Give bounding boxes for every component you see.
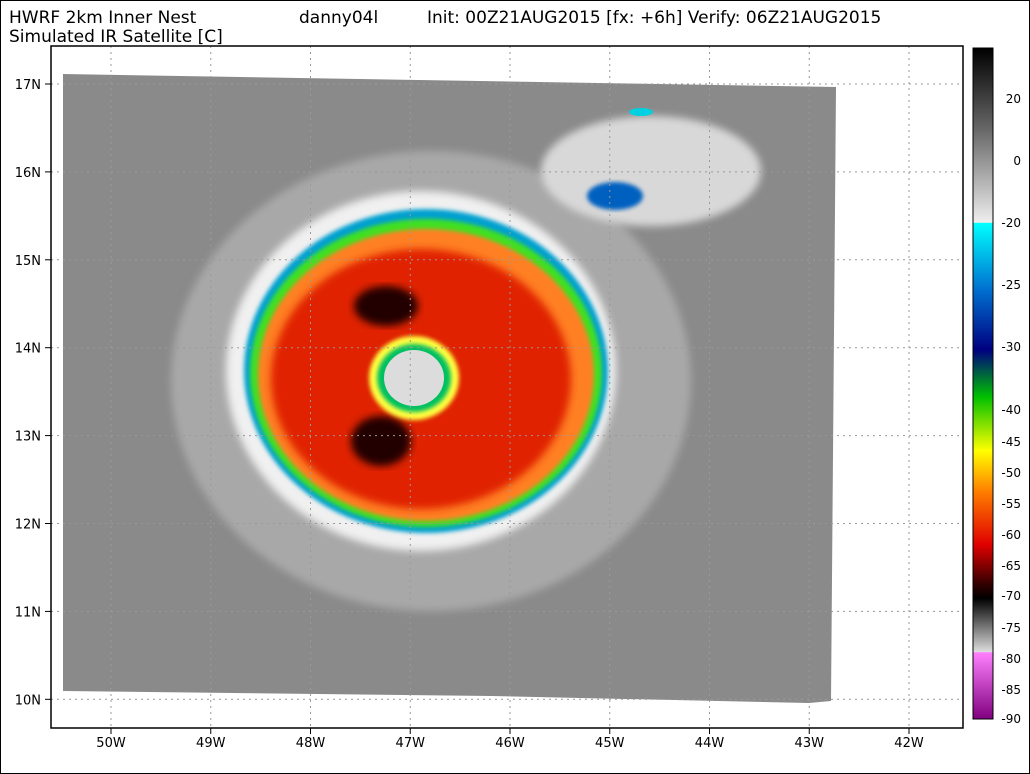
lat-label: 13N [15,430,41,445]
lon-label: 45W [595,736,625,751]
graticule [45,46,963,734]
map-frame [50,45,964,729]
colorbar-label: -30 [1001,340,1021,354]
colorbar-label: 20 [1006,92,1021,106]
colorbar-label: -45 [1001,435,1021,449]
colorbar-label: -55 [1001,497,1021,511]
colorbar-label: -25 [1001,278,1021,292]
satellite-image [63,74,836,703]
colorbar-label: -80 [1001,652,1021,666]
lon-label: 50W [96,736,126,751]
lat-label: 17N [15,78,41,93]
product-name: Simulated IR Satellite [C] [9,27,223,47]
lon-label: 43W [795,736,825,751]
lon-label: 42W [894,736,924,751]
colorbar-label: -40 [1001,403,1021,417]
colorbar-label: -50 [1001,466,1021,480]
storm-name: danny04l [299,8,378,28]
colorbar-label: 0 [1013,154,1021,168]
colorbar-label: -70 [1001,589,1021,603]
colorbar-label: -60 [1001,528,1021,542]
lat-label: 16N [15,166,41,181]
lat-label: 14N [15,342,41,357]
colorbar [972,47,994,720]
lon-label: 47W [396,736,426,751]
colorbar-label: -65 [1001,559,1021,573]
lat-label: 15N [15,254,41,269]
lon-label: 46W [495,736,525,751]
colorbar-label: -85 [1001,683,1021,697]
colorbar-label: -20 [1001,216,1021,230]
lon-label: 48W [296,736,326,751]
lat-label: 12N [15,518,41,533]
lat-label: 11N [15,605,41,620]
init-time: Init: 00Z21AUG2015 [fx: +6h] Verify: 06Z… [427,8,881,28]
model-name: HWRF 2km Inner Nest [9,8,197,28]
colorbar-label: -75 [1001,621,1021,635]
lat-label: 10N [15,693,41,708]
colorbar-label: -90 [1001,712,1021,726]
lon-label: 49W [196,736,226,751]
lon-label: 44W [695,736,725,751]
